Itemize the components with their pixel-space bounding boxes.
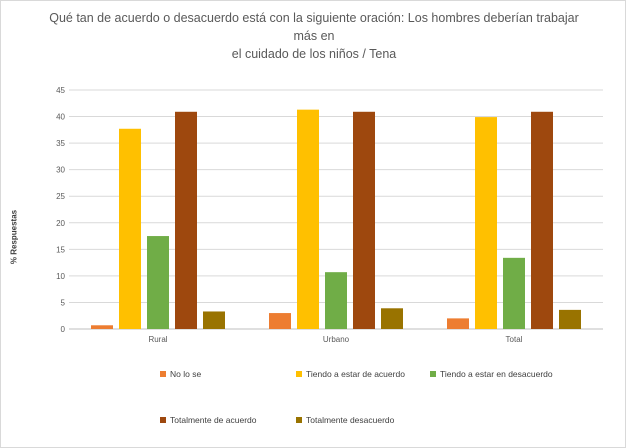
legend-label: Tiendo a estar en desacuerdo — [440, 369, 553, 379]
y-tick-label: 5 — [61, 298, 66, 307]
bar — [119, 128, 141, 329]
bar — [203, 311, 225, 329]
x-tick-label: Urbano — [323, 335, 350, 344]
legend-swatch — [296, 371, 302, 377]
bar — [269, 313, 291, 329]
legend-swatch — [296, 417, 302, 423]
legend-swatch — [160, 371, 166, 377]
legend-swatch — [160, 417, 166, 423]
legend-label: Tiendo a estar de acuerdo — [306, 369, 405, 379]
bar — [531, 111, 553, 329]
bar — [297, 109, 319, 329]
y-tick-label: 30 — [56, 166, 65, 175]
legend-item: Tiendo a estar en desacuerdo — [430, 369, 553, 379]
y-tick-label: 10 — [56, 272, 65, 281]
x-tick-label: Rural — [148, 335, 167, 344]
y-tick-label: 45 — [56, 86, 65, 95]
legend-item: Totalmente desacuerdo — [296, 415, 394, 425]
y-tick-label: 40 — [56, 113, 65, 122]
bar — [381, 308, 403, 329]
bar — [353, 111, 375, 329]
bar — [503, 257, 525, 329]
y-tick-label: 15 — [56, 245, 65, 254]
legend-item: No lo se — [160, 369, 201, 379]
bar — [325, 272, 347, 329]
bar — [447, 318, 469, 329]
bar — [175, 111, 197, 329]
bar — [147, 236, 169, 329]
legend-label: Totalmente de acuerdo — [170, 415, 257, 425]
legend-label: No lo se — [170, 369, 202, 379]
legend-swatch — [430, 371, 436, 377]
chart-title: Qué tan de acuerdo o desacuerdo está con… — [41, 9, 587, 63]
legend-item: Totalmente de acuerdo — [160, 415, 256, 425]
legend-item: Tiendo a estar de acuerdo — [296, 369, 405, 379]
x-tick-label: Total — [506, 335, 523, 344]
bar — [475, 117, 497, 329]
chart-title-line-1: Qué tan de acuerdo o desacuerdo está con… — [49, 11, 579, 43]
bar — [559, 309, 581, 329]
chart-title-line-2: el cuidado de los niños / Tena — [231, 47, 397, 61]
y-tick-label: 35 — [56, 139, 65, 148]
bar — [91, 325, 113, 329]
legend-label: Totalmente desacuerdo — [306, 415, 395, 425]
y-tick-label: 0 — [61, 325, 66, 334]
y-tick-label: 20 — [56, 219, 65, 228]
y-tick-label: 25 — [56, 192, 65, 201]
